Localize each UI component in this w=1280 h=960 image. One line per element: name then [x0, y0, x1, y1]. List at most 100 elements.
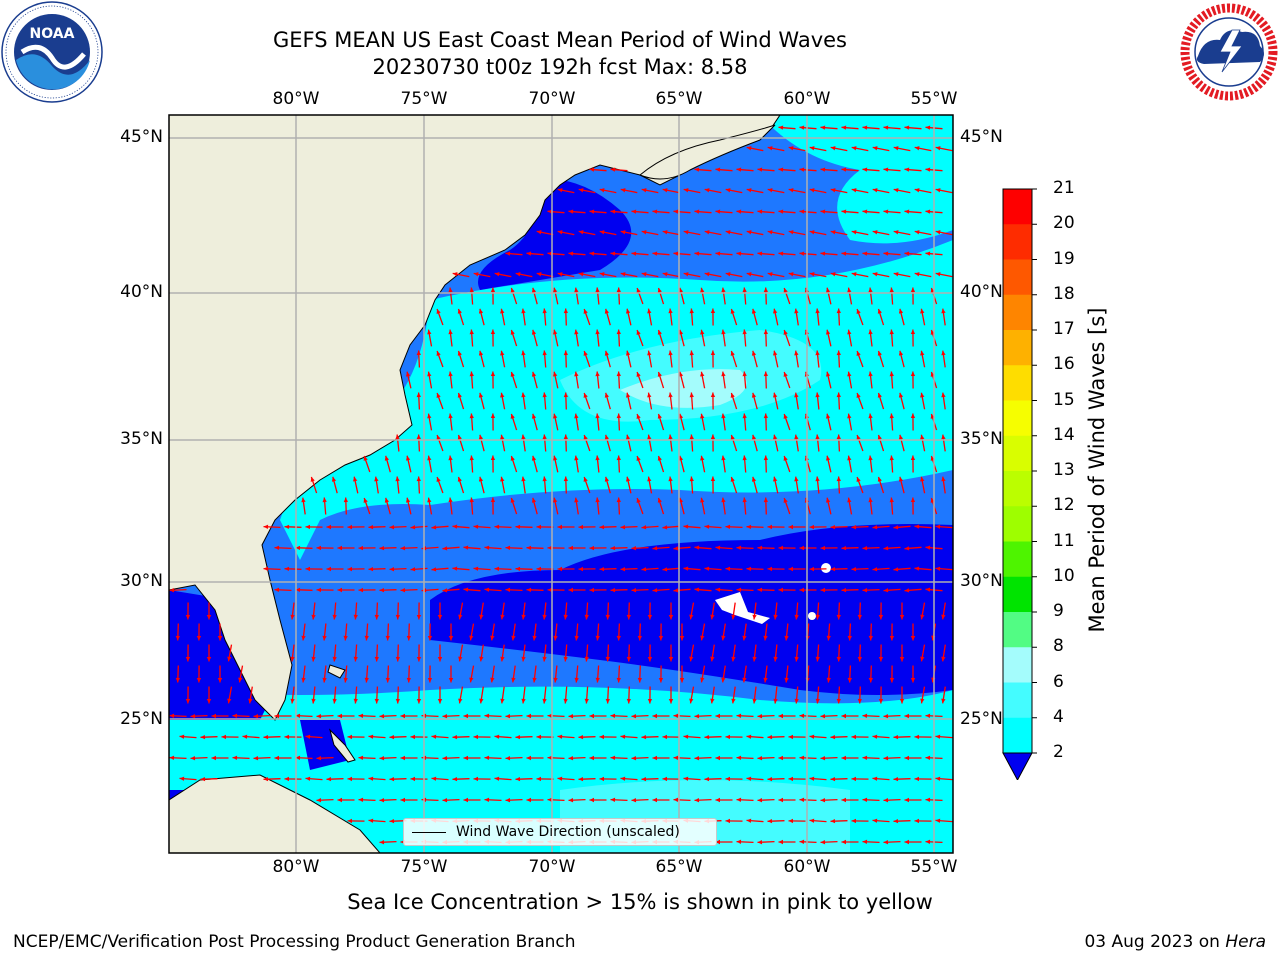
wave-direction-arrowhead — [710, 308, 716, 313]
wave-direction-arrowhead — [416, 350, 421, 356]
wave-direction-arrowhead — [490, 371, 496, 376]
wave-direction-arrowhead — [310, 476, 315, 482]
wave-direction-arrowhead — [700, 287, 705, 293]
missing-data-patch — [715, 592, 770, 624]
wave-direction-arrowhead — [746, 734, 752, 739]
wave-direction-arrowhead — [883, 756, 889, 761]
wave-direction-arrowhead — [217, 678, 223, 683]
wave-direction-arrowhead — [904, 839, 909, 845]
chart-subtitle: 20230730 t00z 192h fcst Max: 8.58 — [372, 55, 748, 79]
wave-direction-arrowhead — [322, 497, 327, 503]
wave-direction-arrowhead — [757, 587, 763, 592]
wave-direction-arrowhead — [484, 587, 490, 592]
wave-direction-arrowhead — [526, 755, 531, 761]
wave-direction-arrowhead — [521, 656, 526, 662]
wave-direction-arrowhead — [652, 797, 657, 803]
wave-direction-arrowhead — [736, 167, 742, 172]
wave-direction-arrowhead — [746, 146, 752, 151]
wave-direction-arrowhead — [725, 818, 730, 824]
wave-direction-arrowhead — [469, 413, 474, 419]
wave-direction-arrowhead — [914, 776, 919, 782]
wave-direction-arrowhead — [636, 330, 641, 335]
wave-direction-arrowhead — [862, 546, 868, 551]
wave-direction-arrowhead — [847, 677, 852, 683]
wave-direction-arrowhead — [379, 756, 385, 761]
wave-direction-arrowhead — [925, 587, 931, 592]
wave-direction-arrowhead — [469, 677, 474, 683]
wave-direction-arrowhead — [893, 819, 899, 824]
wave-direction-arrowhead — [773, 434, 778, 440]
wave-direction-arrowhead — [773, 308, 778, 314]
colorbar-cell — [1003, 224, 1032, 260]
wave-direction-arrowhead — [721, 287, 726, 293]
wave-direction-arrowhead — [211, 713, 216, 719]
wave-direction-arrowhead — [830, 272, 836, 277]
wave-direction-arrowhead — [553, 287, 558, 293]
noaa-logo-text: NOAA — [30, 26, 75, 42]
wave-direction-arrowhead — [563, 308, 568, 314]
wave-direction-arrowhead — [689, 350, 694, 356]
wave-direction-arrowhead — [889, 371, 894, 377]
wave-direction-arrowhead — [868, 635, 873, 641]
wave-direction-arrowhead — [295, 545, 301, 550]
wave-direction-arrowhead — [941, 476, 946, 482]
wave-direction-arrowhead — [868, 413, 873, 419]
wave-direction-arrowhead — [364, 677, 369, 683]
wave-direction-arrowhead — [473, 776, 478, 782]
wave-direction-arrowhead — [652, 588, 658, 593]
wave-direction-arrowhead — [542, 656, 547, 662]
wave-direction-arrowhead — [673, 755, 679, 760]
colorbar-label: Mean Period of Wind Waves [s] — [1085, 307, 1109, 633]
footer-organization: NCEP/EMC/Verification Post Processing Pr… — [13, 932, 576, 952]
wave-direction-arrowhead — [746, 566, 752, 571]
wave-direction-arrowhead — [678, 371, 684, 377]
wave-direction-arrowhead — [668, 308, 673, 314]
land-bahamas-2 — [327, 664, 346, 679]
wave-direction-arrowhead — [484, 713, 490, 718]
wave-direction-arrowhead — [605, 698, 610, 704]
wave-direction-arrowhead — [574, 497, 579, 503]
wave-direction-arrowhead — [542, 308, 547, 314]
wave-direction-arrowhead — [332, 698, 337, 704]
wave-direction-arrowhead — [763, 371, 768, 377]
wave-direction-arrowhead — [395, 614, 400, 620]
wave-direction-arrowhead — [526, 587, 532, 592]
wave-direction-arrowhead — [536, 776, 541, 782]
wave-direction-arrowhead — [427, 371, 432, 377]
wave-direction-arrowhead — [500, 308, 505, 314]
wave-direction-arrowhead — [657, 287, 662, 293]
wave-direction-arrowhead — [547, 587, 552, 593]
wave-direction-arrowhead — [604, 434, 609, 440]
colorbar-tick-label: 16 — [1053, 354, 1075, 375]
wave-direction-arrowhead — [353, 656, 358, 662]
wave-direction-arrowhead — [452, 777, 458, 782]
wave-direction-arrowhead — [788, 188, 794, 193]
wave-direction-arrowhead — [385, 677, 390, 683]
wave-direction-arrowhead — [725, 272, 731, 277]
wave-direction-arrowhead — [295, 755, 301, 760]
wave-direction-arrowhead — [730, 434, 735, 440]
wave-direction-arrowhead — [185, 699, 191, 704]
wave-direction-arrowhead — [448, 636, 454, 641]
wave-direction-arrowhead — [384, 455, 389, 461]
wave-direction-arrowhead — [578, 230, 584, 235]
wave-direction-arrowhead — [400, 546, 406, 551]
wave-direction-arrowhead — [700, 497, 705, 503]
wave-direction-arrowhead — [704, 735, 710, 740]
wave-direction-arrowhead — [778, 545, 783, 551]
wave-direction-arrowhead — [536, 734, 541, 740]
wave-direction-arrowhead — [652, 546, 658, 551]
wave-direction-arrowhead — [809, 734, 815, 739]
wave-direction-arrowhead — [458, 698, 463, 704]
wave-direction-arrowhead — [668, 657, 674, 662]
wave-direction-arrowhead — [511, 677, 516, 683]
wave-direction-arrowhead — [689, 476, 694, 482]
nws-logo — [1179, 2, 1279, 102]
wave-direction-arrowhead — [469, 287, 474, 293]
wave-direction-arrowhead — [736, 755, 742, 760]
wave-direction-arrowhead — [935, 188, 941, 193]
map-legend: Wind Wave Direction (unscaled) — [403, 818, 717, 846]
wave-direction-arrowhead — [631, 251, 637, 256]
wave-direction-arrowhead — [448, 371, 453, 377]
wave-direction-arrowhead — [406, 455, 411, 461]
